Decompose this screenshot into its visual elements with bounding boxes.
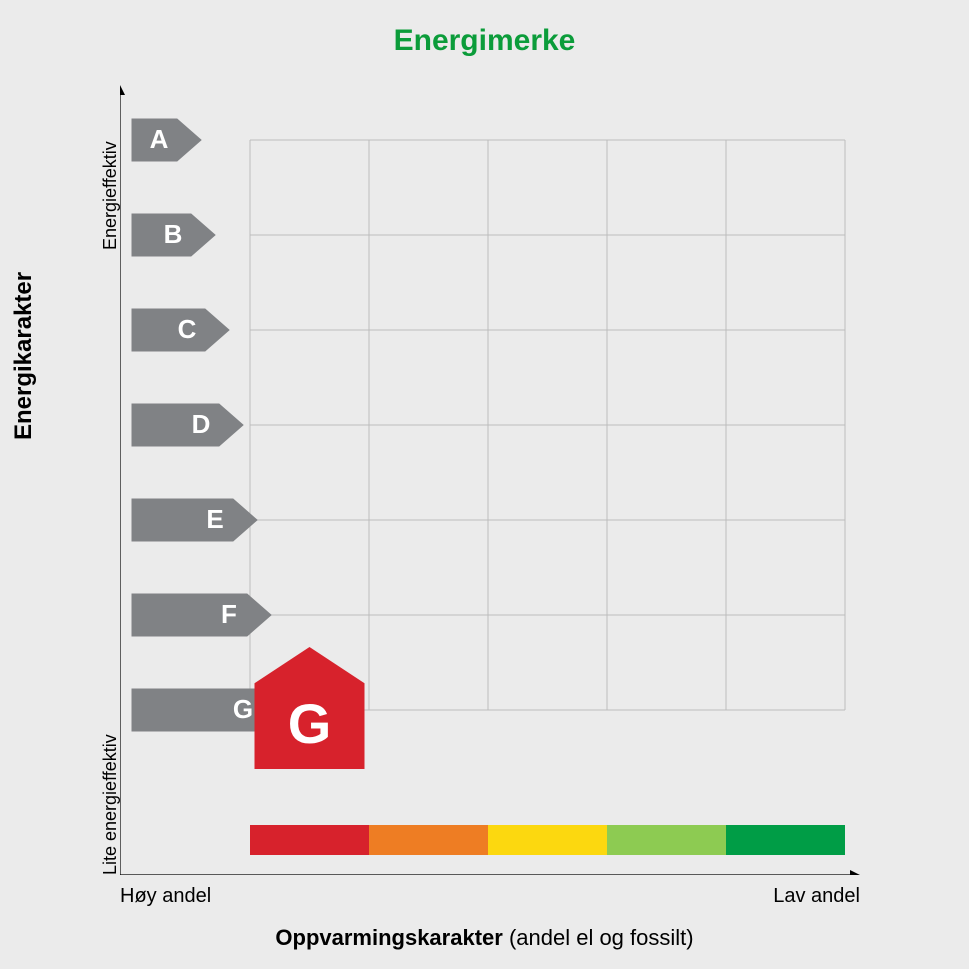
- grade-arrow-label: D: [192, 409, 211, 439]
- grade-arrow-label: C: [178, 314, 197, 344]
- grade-arrow-e: [132, 499, 257, 541]
- color-scale-segment: [369, 825, 488, 855]
- color-scale-segment: [250, 825, 369, 855]
- grade-arrow-f: [132, 594, 271, 636]
- grade-arrow-label: G: [233, 694, 253, 724]
- rating-marker-label: G: [288, 692, 332, 755]
- chart-title: Energimerke: [0, 24, 969, 58]
- chart-plot-area: A B C D E F G G: [120, 85, 860, 875]
- chart-svg: A B C D E F G G: [120, 85, 860, 875]
- y-axis-sublabel-bottom: Lite energieffektiv: [100, 734, 121, 875]
- grade-arrow-label: F: [221, 599, 237, 629]
- color-scale-segment: [607, 825, 726, 855]
- color-scale-segment: [488, 825, 607, 855]
- y-axis-label: Energikarakter: [10, 272, 38, 440]
- x-axis-label-bold: Oppvarmingskarakter: [275, 925, 502, 950]
- color-scale-segment: [726, 825, 845, 855]
- grade-arrow-label: B: [164, 219, 183, 249]
- y-axis-sublabel-top: Energieffektiv: [100, 141, 121, 250]
- x-tick-right: Lav andel: [755, 885, 860, 908]
- grade-arrow-label: A: [150, 124, 169, 154]
- x-tick-left: Høy andel: [120, 885, 211, 908]
- grade-arrow-d: [132, 404, 243, 446]
- x-axis-label: Oppvarmingskarakter (andel el og fossilt…: [0, 925, 969, 951]
- x-axis-label-rest: (andel el og fossilt): [503, 925, 694, 950]
- grade-arrow-label: E: [206, 504, 223, 534]
